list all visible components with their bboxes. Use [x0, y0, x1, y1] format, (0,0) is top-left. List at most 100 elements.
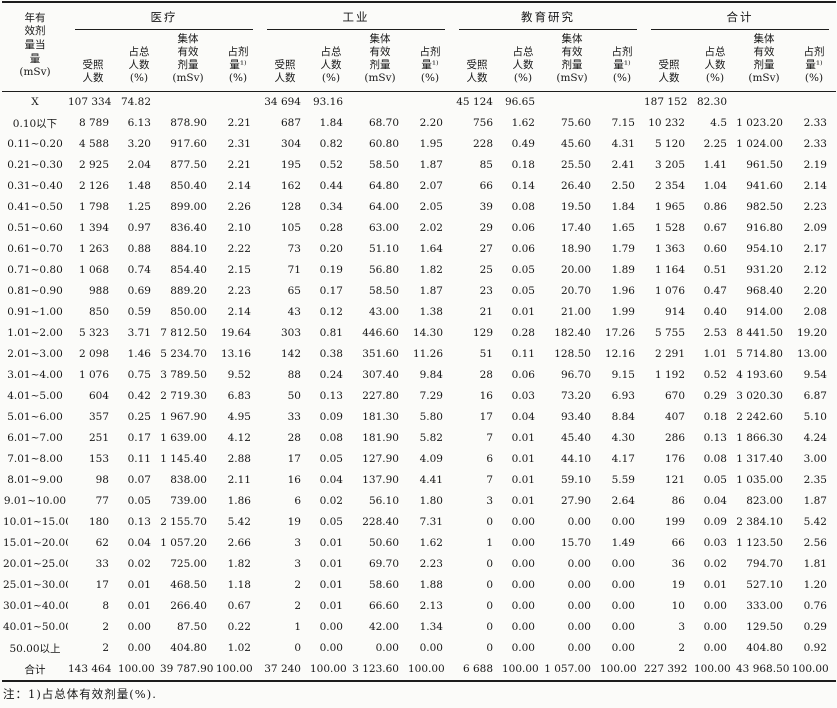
row-label: 15.01~20.00 — [3, 537, 68, 549]
table-cell: 1.48 — [127, 180, 151, 192]
table-cell: 2.08 — [803, 306, 827, 318]
table-row: 30.01~40.00 8 0.01 266.40 0.67 2 0.01 66.60 2.13… — [2, 596, 836, 617]
table-cell: 0.13 — [127, 516, 151, 528]
table-cell: 58.50 — [368, 159, 399, 171]
table-cell: 823.00 — [746, 495, 783, 507]
table-cell: 181.30 — [362, 411, 399, 423]
table-cell: 527.10 — [746, 579, 783, 591]
row-label: 4.01~5.00 — [7, 390, 63, 402]
row-label: 0.71~0.80 — [7, 264, 63, 276]
table-cell: 187 152 — [644, 96, 688, 108]
table-cell: 0.00 — [703, 600, 727, 612]
table-cell: 2.26 — [227, 201, 251, 213]
table-cell: 23 — [479, 285, 493, 297]
table-cell: 43 — [287, 306, 301, 318]
table-cell: 1 — [486, 537, 493, 549]
table-cell: 0.18 — [511, 159, 535, 171]
table-cell: 71 — [287, 264, 301, 276]
table-cell: 954.10 — [746, 243, 783, 255]
table-cell: 18.90 — [560, 243, 591, 255]
table-cell: 0.01 — [319, 558, 343, 570]
row-label: 合计 — [2, 658, 68, 682]
table-cell: 836.40 — [170, 222, 207, 234]
table-cell: 0.06 — [511, 243, 535, 255]
table-cell: 100.00 — [502, 658, 544, 682]
table-cell: 0 — [486, 579, 493, 591]
table-cell: 2.19 — [803, 159, 827, 171]
table-cell: 0.03 — [703, 537, 727, 549]
table-cell: 1 057.20 — [160, 537, 207, 549]
table-cell: 266.40 — [170, 600, 207, 612]
table-cell: 60.80 — [368, 138, 399, 150]
table-cell: 0.00 — [511, 600, 535, 612]
column-header-0-1: 占总 人数 (%) — [118, 30, 160, 92]
row-label: 0.41~0.50 — [7, 201, 63, 213]
table-cell: 1.62 — [511, 117, 535, 129]
group-header-education-research: 教育研究 — [452, 2, 644, 30]
table-cell: 129 — [472, 327, 493, 339]
table-cell: 0.51 — [703, 264, 727, 276]
table-cell: 1.87 — [419, 159, 443, 171]
table-cell: 2.56 — [803, 537, 827, 549]
table-cell: 1.87 — [419, 285, 443, 297]
table-cell: 1.34 — [419, 621, 443, 633]
table-cell: 2.14 — [227, 306, 251, 318]
table-cell: 0.44 — [319, 180, 343, 192]
table-cell: 5.10 — [803, 411, 827, 423]
table-cell: 2.14 — [227, 180, 251, 192]
table-cell: 941.60 — [746, 180, 783, 192]
table-body: X 107 334 74.82 34 694 93.16 45 124 96.65 187 1… — [2, 91, 836, 682]
table-cell: 17 — [479, 411, 493, 423]
table-row: 0.81~0.90 988 0.69 889.20 2.23 65 0.17 58.50 1.8… — [2, 281, 836, 302]
table-cell: 0 — [294, 642, 301, 654]
table-cell: 0.01 — [319, 579, 343, 591]
table-cell: 0.00 — [419, 642, 443, 654]
table-cell: 0.01 — [319, 600, 343, 612]
table-cell: 1.86 — [227, 495, 251, 507]
row-label: 0.91~1.00 — [7, 306, 63, 318]
table-cell: 121 — [664, 474, 685, 486]
table-cell: 333.00 — [746, 600, 783, 612]
table-cell: 162 — [280, 180, 301, 192]
table-cell: 0.42 — [127, 390, 151, 402]
table-cell: 21.00 — [560, 306, 591, 318]
table-cell: 0.67 — [227, 600, 251, 612]
table-cell: 0.00 — [611, 579, 635, 591]
table-cell: 129.50 — [746, 621, 783, 633]
table-row: 1.01~2.00 5 323 3.71 7 812.50 19.64 303 0.81 44… — [2, 323, 836, 344]
table-cell: 5.82 — [419, 432, 443, 444]
table-cell — [544, 91, 600, 113]
table-cell: 351.60 — [362, 348, 399, 360]
table-cell: 4.41 — [419, 474, 443, 486]
table-cell: 9.54 — [803, 369, 827, 381]
table-cell: 914.00 — [746, 306, 783, 318]
table-cell: 739.00 — [170, 495, 207, 507]
column-header-1-0: 受照 人数 — [260, 30, 310, 92]
table-cell: 20.70 — [560, 285, 591, 297]
table-cell: 1.02 — [227, 642, 251, 654]
column-header-3-0: 受照 人数 — [644, 30, 694, 92]
column-header-3-1: 占总 人数 (%) — [694, 30, 736, 92]
table-cell: 1 164 — [654, 264, 685, 276]
table-cell: 1.82 — [227, 558, 251, 570]
table-cell: 8.84 — [611, 411, 635, 423]
table-cell: 4.12 — [227, 432, 251, 444]
table-cell: 21 — [479, 306, 493, 318]
table-cell: 63.00 — [368, 222, 399, 234]
table-cell: 2.15 — [227, 264, 251, 276]
table-cell: 29 — [479, 222, 493, 234]
table-cell: 17 — [287, 453, 301, 465]
table-cell: 0.00 — [567, 579, 591, 591]
table-cell: 4 588 — [78, 138, 109, 150]
table-cell: 8 441.50 — [736, 327, 783, 339]
table-cell: 105 — [280, 222, 301, 234]
column-header-2-0: 受照 人数 — [452, 30, 502, 92]
table-cell — [408, 91, 452, 113]
table-cell: 0.05 — [319, 516, 343, 528]
table-row: 9.01~10.00 77 0.05 739.00 1.86 6 0.02 56.10 1.80… — [2, 491, 836, 512]
table-cell: 107 334 — [68, 96, 112, 108]
table-cell: 142 — [280, 348, 301, 360]
table-cell: 2 925 — [78, 159, 109, 171]
table-cell: 5.42 — [803, 516, 827, 528]
table-cell: 914 — [664, 306, 685, 318]
